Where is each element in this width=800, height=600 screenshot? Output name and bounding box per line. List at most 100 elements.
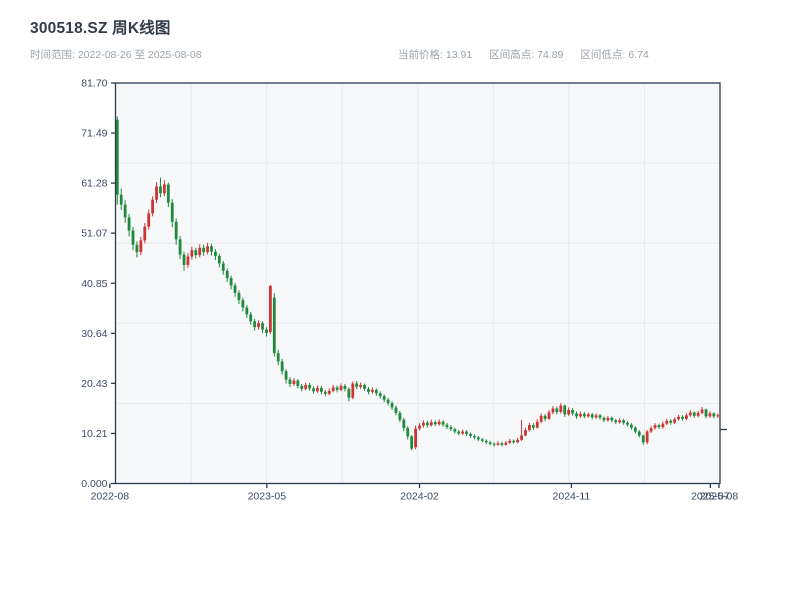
- candle-body: [425, 422, 429, 426]
- candle-body: [594, 415, 598, 418]
- candle-body: [582, 413, 586, 417]
- candle-body: [284, 371, 288, 380]
- x-tick-label: 2024-11: [553, 491, 591, 503]
- candle-body: [174, 221, 178, 240]
- candle-body: [253, 321, 257, 328]
- candle-body: [374, 389, 378, 394]
- candle-body: [335, 387, 339, 390]
- candle-body: [512, 440, 516, 443]
- candle-body: [261, 323, 264, 330]
- candle-body: [378, 393, 382, 397]
- candle-body: [590, 414, 594, 418]
- candle-body: [233, 285, 237, 293]
- candle-body: [449, 427, 453, 430]
- x-tick-label: 2025-07: [691, 491, 730, 503]
- candle-body: [708, 413, 712, 417]
- candle-body: [618, 420, 622, 423]
- candle-body: [504, 442, 508, 445]
- candle-body: [488, 442, 492, 444]
- candle-body: [559, 405, 563, 412]
- candle-body: [210, 246, 213, 252]
- y-tick-label: 20.43: [81, 378, 107, 390]
- candle-body: [249, 314, 253, 322]
- candle-body: [429, 422, 433, 426]
- candle-body: [386, 399, 390, 404]
- y-tick-label: 30.64: [81, 328, 107, 340]
- candles: [115, 116, 720, 451]
- x-tick-label: 2023-05: [248, 491, 287, 503]
- candle-body: [390, 403, 394, 408]
- candle-body: [555, 408, 559, 412]
- y-tick-label: 71.49: [81, 128, 107, 140]
- candle-body: [571, 409, 574, 414]
- candle-body: [696, 412, 700, 416]
- candle-body: [712, 413, 716, 417]
- candle-body: [704, 409, 708, 417]
- candle-body: [323, 391, 327, 394]
- candle-body: [496, 443, 500, 445]
- candle-body: [371, 389, 374, 392]
- candle-body: [312, 388, 315, 392]
- candle-body: [520, 435, 523, 440]
- price-stats: 当前价格: 13.91 区间高点: 74.89 区间低点: 6.74: [398, 47, 652, 62]
- candle-body: [343, 385, 347, 389]
- stat-current-price: 当前价格: 13.91: [398, 49, 473, 61]
- candle-body: [245, 307, 249, 315]
- candle-body: [139, 240, 143, 253]
- candle-body: [543, 415, 547, 419]
- candle-body: [406, 428, 410, 437]
- candle-body: [579, 413, 582, 417]
- candle-body: [292, 380, 296, 384]
- candle-body: [688, 412, 692, 416]
- x-axis: 2022-08 2023-05 2024-02 2024-11 2025-072025-…: [91, 483, 738, 503]
- candle-body: [170, 202, 174, 222]
- candle-body: [441, 421, 445, 425]
- candle-body: [437, 421, 441, 425]
- candle-body: [473, 435, 476, 438]
- candle-body: [465, 431, 469, 434]
- page-title: 300518.SZ 周K线图: [30, 20, 171, 37]
- candle-body: [641, 435, 645, 443]
- candle-body: [367, 388, 370, 392]
- y-tick-label: 10.21: [81, 428, 107, 440]
- candle-body: [500, 443, 504, 445]
- candle-body: [551, 408, 555, 413]
- gridlines: [115, 83, 720, 484]
- candle-body: [331, 387, 335, 391]
- candle-body: [681, 416, 684, 419]
- candle-body: [123, 204, 127, 218]
- candle-body: [531, 425, 535, 428]
- candle-body: [182, 254, 186, 265]
- subtitle-time-range: 时间范围: 2022-08-26 至 2025-08-08: [30, 49, 202, 61]
- stat-range-low: 区间低点: 6.74: [580, 49, 649, 61]
- candle-body: [316, 387, 319, 392]
- candle-body: [614, 420, 618, 423]
- candle-body: [276, 353, 280, 362]
- candle-body: [418, 425, 421, 429]
- candle-body: [657, 425, 661, 428]
- candle-body: [265, 329, 268, 334]
- candle-body: [237, 292, 241, 301]
- candle-body: [217, 256, 221, 264]
- candle-body: [155, 186, 158, 200]
- candle-body: [288, 379, 292, 384]
- candle-body: [508, 440, 512, 443]
- candle-body: [649, 428, 653, 432]
- candle-body: [524, 430, 527, 436]
- candle-body: [484, 440, 488, 443]
- candle-body: [229, 278, 233, 286]
- candle-body: [206, 246, 209, 253]
- candle-body: [700, 409, 704, 413]
- y-tick-label: 51.07: [81, 228, 107, 240]
- candle-body: [119, 194, 123, 205]
- candle-body: [257, 323, 260, 328]
- candle-body: [166, 184, 170, 203]
- candle-body: [300, 385, 304, 389]
- candle-body: [280, 361, 284, 372]
- candle-body: [480, 439, 484, 441]
- stat-range-high: 区间高点: 74.89: [489, 49, 564, 61]
- candle-body: [457, 431, 461, 434]
- candle-body: [602, 417, 606, 421]
- candle-body: [692, 412, 696, 416]
